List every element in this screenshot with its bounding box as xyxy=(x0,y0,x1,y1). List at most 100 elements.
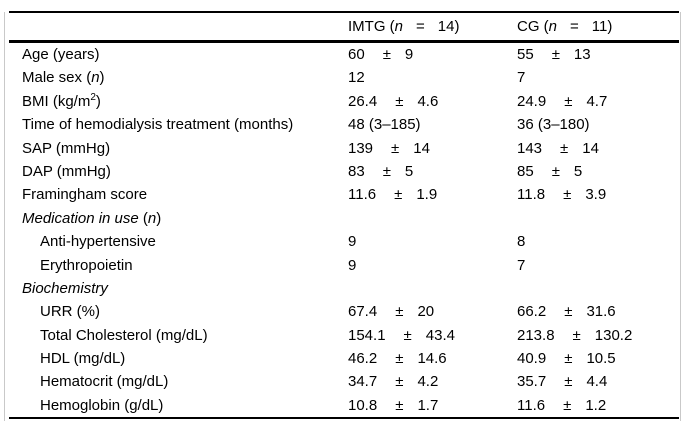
value-sd: 4.4 xyxy=(586,373,608,391)
table-row: Framingham score 11.6 ±1.9 11.8 ±3.9 xyxy=(9,183,679,206)
text-segment: Hematocrit (mg/dL) xyxy=(40,373,169,391)
text-segment: Total Cholesterol (mg/dL) xyxy=(40,326,208,344)
row-label: Erythropoietin xyxy=(9,254,348,277)
italic-text: n xyxy=(147,209,157,227)
table-row: Time of hemodialysis treatment (months) 4… xyxy=(9,113,679,136)
text-segment: 14) xyxy=(437,18,460,35)
value-cell-imtg: 60 ±9 xyxy=(348,43,517,66)
value-mean: 7 xyxy=(517,256,526,274)
value-cell-imtg: 11.6 ±1.9 xyxy=(348,183,517,206)
value-mean: 83 xyxy=(348,162,365,180)
plus-minus-symbol: ± xyxy=(391,139,400,157)
value-cell-imtg: 26.4 ±4.6 xyxy=(348,90,517,113)
value-cell-imtg: 9 xyxy=(348,230,517,253)
value-mean: 11.8 xyxy=(517,186,546,204)
value-sd: 5 xyxy=(404,162,414,180)
table-row: DAP (mmHg) 83 ±5 85 ±5 xyxy=(9,160,679,183)
value-cell-cg: 11.8 ±3.9 xyxy=(517,183,679,206)
value-sd: 20 xyxy=(417,303,435,321)
value-cell-imtg: 12 xyxy=(348,66,517,89)
plus-minus-symbol: ± xyxy=(572,326,581,344)
value-cell-imtg: 67.4 ±20 xyxy=(348,300,517,323)
text-segment: 11) xyxy=(591,18,613,35)
value-sd: 9 xyxy=(404,46,414,63)
value-sd: 4.6 xyxy=(417,92,439,110)
value-cell-cg: 7 xyxy=(517,66,679,89)
table-row: Biochemistry xyxy=(9,277,679,300)
value-sd: 5 xyxy=(573,162,583,180)
plus-minus-symbol: ± xyxy=(564,350,573,368)
table-row: URR (%) 67.4 ±20 66.2 ±31.6 xyxy=(9,300,679,323)
table-body: Age (years) 60 ±9 55 ±13 Male sex (n) 12 7 BMI (… xyxy=(9,43,679,420)
value-cell-imtg: 10.8 ±1.7 xyxy=(348,394,517,417)
plus-minus-symbol: ± xyxy=(564,373,573,391)
text-segment: SAP (mmHg) xyxy=(22,139,111,157)
value-mean: 26.4 xyxy=(348,92,378,110)
value-mean: 35.7 xyxy=(517,373,547,391)
row-label: HDL (mg/dL) xyxy=(9,347,348,370)
value-mean: 66.2 xyxy=(517,303,547,321)
value-mean: 154.1 xyxy=(348,326,386,344)
text-segment: CG ( xyxy=(517,18,549,35)
plus-minus-symbol: ± xyxy=(564,92,573,110)
value-cell-imtg xyxy=(348,207,517,230)
value-cell-imtg: 83 ±5 xyxy=(348,160,517,183)
text-segment: BMI (kg/m xyxy=(22,92,91,110)
row-label: Hemoglobin (g/dL) xyxy=(9,394,348,417)
value-mean: 9 xyxy=(348,256,357,274)
value-cell-cg: 11.6 ±1.2 xyxy=(517,394,679,417)
plus-minus-symbol: ± xyxy=(395,303,404,321)
value-sd: 3.9 xyxy=(585,186,607,204)
plus-minus-symbol: ± xyxy=(395,396,404,414)
text-segment: DAP (mmHg) xyxy=(22,162,111,180)
table-row: HDL (mg/dL) 46.2 ±14.6 40.9 ±10.5 xyxy=(9,347,679,370)
superscript-text: 2 xyxy=(90,91,96,103)
value-sd: 130.2 xyxy=(594,326,633,344)
plus-minus-symbol: ± xyxy=(382,162,391,180)
value-cell-imtg: 48 (3–185) xyxy=(348,113,517,136)
value-sd: 14 xyxy=(413,139,430,157)
value-mean: 46.2 xyxy=(348,350,378,368)
plus-minus-symbol: ± xyxy=(563,186,572,204)
row-label: Anti-hypertensive xyxy=(9,230,348,253)
text-segment: URR (%) xyxy=(40,303,100,321)
value-mean: 12 xyxy=(348,69,365,87)
row-label: Male sex (n) xyxy=(9,66,348,89)
value-sd: 1.7 xyxy=(417,396,439,414)
value-cell-cg: 143 ±14 xyxy=(517,137,679,160)
value-cell-cg: 40.9 ±10.5 xyxy=(517,347,679,370)
value-mean: 139 xyxy=(348,139,374,157)
text-segment: Framingham score xyxy=(22,186,148,204)
row-label: Hematocrit (mg/dL) xyxy=(9,370,348,393)
value-sd: 1.2 xyxy=(585,396,607,414)
table-row: SAP (mmHg) 139 ±14 143 ±14 xyxy=(9,137,679,160)
text-segment: HDL (mg/dL) xyxy=(40,350,126,368)
value-cell-cg xyxy=(517,277,679,300)
row-label: Framingham score xyxy=(9,183,348,206)
column-header-cg: CG (n = 11) xyxy=(517,18,679,35)
value-sd: 10.5 xyxy=(586,350,616,368)
plus-minus-symbol: ± xyxy=(564,303,573,321)
italic-text: n xyxy=(91,69,100,87)
text-segment: = xyxy=(416,18,425,35)
value-mean: 40.9 xyxy=(517,350,547,368)
text-segment: Male sex ( xyxy=(22,69,92,87)
plus-minus-symbol: ± xyxy=(382,46,391,63)
row-label: Total Cholesterol (mg/dL) xyxy=(9,324,348,347)
table-row: Hematocrit (mg/dL) 34.7 ±4.2 35.7 ±4.4 xyxy=(9,370,679,393)
italic-text: Biochemistry xyxy=(22,279,108,297)
patient-characteristics-table: IMTG (n = 14) CG (n = 11) Age (years) 60 ±9 55 ±… xyxy=(9,11,679,420)
value-sd: 1.9 xyxy=(416,186,438,204)
text-segment: Hemoglobin (g/dL) xyxy=(40,396,164,414)
value-sd: 31.6 xyxy=(586,303,616,321)
value-cell-imtg: 154.1 ±43.4 xyxy=(348,324,517,347)
value-cell-cg: 24.9 ±4.7 xyxy=(517,90,679,113)
plus-minus-symbol: ± xyxy=(395,373,404,391)
text-segment: ) xyxy=(99,69,105,87)
italic-text: n xyxy=(394,18,403,35)
text-segment: IMTG ( xyxy=(348,18,395,35)
row-label: BMI (kg/m2) xyxy=(9,90,348,113)
value-mean: 34.7 xyxy=(348,373,378,391)
value-cell-cg: 85 ±5 xyxy=(517,160,679,183)
